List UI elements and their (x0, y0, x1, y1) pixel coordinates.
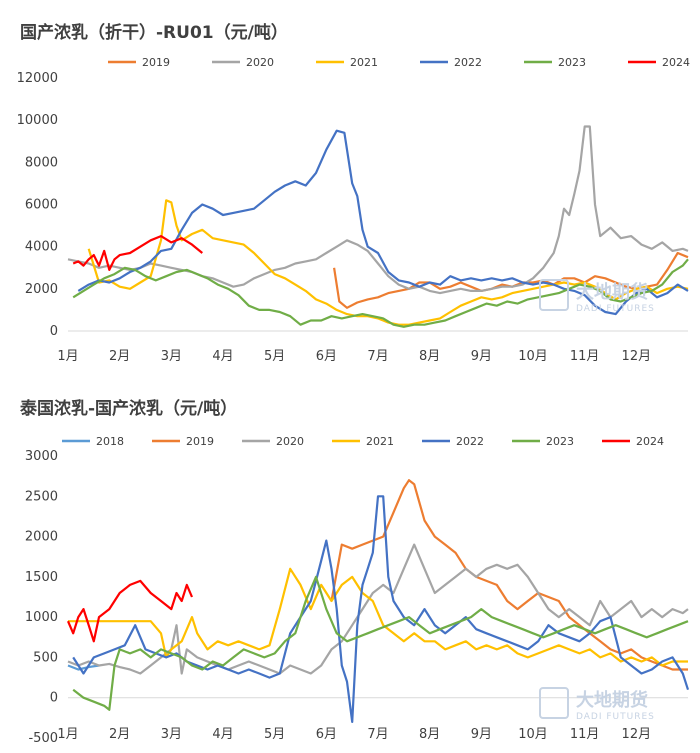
legend-label: 2022 (454, 56, 482, 69)
legend: 2019 2020 2021 2022 2023 2024 (108, 56, 690, 69)
x-tick-label: 2月 (109, 349, 130, 364)
x-tick-label: 8月 (419, 349, 440, 364)
x-tick-label: 6月 (316, 349, 337, 364)
y-tick-label: 0 (50, 691, 58, 706)
x-tick-label: 3月 (161, 727, 182, 742)
chart-ru01-spread: 国产浓乳（折干）-RU01（元/吨） 2019 2020 2021 2022 2023 2… (17, 22, 690, 364)
y-tick-label: 2000 (25, 282, 58, 297)
legend-item-2019: 2019 (152, 435, 214, 448)
x-tick-label: 4月 (212, 349, 233, 364)
plot-area (66, 479, 690, 723)
legend-item-2020: 2020 (212, 56, 274, 69)
x-axis: 1月 2月 3月 4月 5月 6月 7月 8月 9月 10月 11月 12月 (57, 727, 651, 742)
x-tick-label: 11月 (570, 727, 600, 742)
x-tick-label: 2月 (109, 727, 130, 742)
y-tick-label: 10000 (17, 113, 58, 128)
x-axis: 1月 2月 3月 4月 5月 6月 7月 8月 9月 10月 11月 12月 (57, 349, 651, 364)
y-tick-label: 8000 (25, 155, 58, 170)
x-tick-label: 10月 (518, 727, 548, 742)
chart-title: 泰国浓乳-国产浓乳（元/吨） (20, 398, 237, 419)
x-tick-label: 10月 (518, 349, 548, 364)
x-tick-label: 12月 (622, 727, 652, 742)
y-tick-label: 2000 (25, 530, 58, 545)
x-tick-label: 1月 (57, 349, 78, 364)
legend-label: 2019 (186, 435, 214, 448)
legend-item-2021: 2021 (332, 435, 394, 448)
watermark-icon (539, 279, 569, 311)
series-line-2023 (72, 258, 689, 328)
x-tick-label: 12月 (622, 349, 652, 364)
y-tick-label: 4000 (25, 240, 58, 255)
x-tick-label: 9月 (471, 349, 492, 364)
series-line-2020 (67, 125, 689, 295)
series-line-2024 (72, 235, 203, 271)
series-line-2018 (67, 664, 100, 671)
watermark-text-en: DADI FUTURES (576, 304, 655, 314)
legend-item-2022: 2022 (420, 56, 482, 69)
y-tick-label: 6000 (25, 198, 58, 213)
legend-label: 2020 (246, 56, 274, 69)
legend-label: 2021 (366, 435, 394, 448)
legend-label: 2023 (558, 56, 586, 69)
y-tick-label: -500 (28, 731, 58, 746)
y-tick-label: 0 (50, 324, 58, 339)
legend-label: 2020 (276, 435, 304, 448)
plot-area (67, 125, 689, 328)
series-line-2023 (72, 575, 689, 711)
y-tick-label: 2500 (25, 489, 58, 504)
y-tick-label: 1000 (25, 610, 58, 625)
legend-item-2022: 2022 (422, 435, 484, 448)
x-tick-label: 5月 (264, 349, 285, 364)
x-tick-label: 3月 (161, 349, 182, 364)
x-tick-label: 9月 (471, 727, 492, 742)
y-tick-label: 1500 (25, 570, 58, 585)
y-tick-label: 3000 (25, 449, 58, 464)
legend-label: 2021 (350, 56, 378, 69)
legend-item-2023: 2023 (512, 435, 574, 448)
x-tick-label: 1月 (57, 727, 78, 742)
chart-thai-vs-domestic: 泰国浓乳-国产浓乳（元/吨） 2018 2019 2020 2021 2022 2023 2… (20, 398, 690, 746)
x-tick-label: 6月 (316, 727, 337, 742)
watermark-text-cn: 大地期货 (576, 281, 648, 303)
legend-label: 2022 (456, 435, 484, 448)
legend: 2018 2019 2020 2021 2022 2023 2024 (62, 435, 664, 448)
series-line-2021 (68, 567, 688, 667)
legend-item-2021: 2021 (316, 56, 378, 69)
watermark-text-cn: 大地期货 (576, 689, 648, 711)
legend-item-2023: 2023 (524, 56, 586, 69)
x-tick-label: 8月 (419, 727, 440, 742)
chart-title: 国产浓乳（折干）-RU01（元/吨） (20, 22, 288, 43)
legend-item-2024: 2024 (628, 56, 690, 69)
series-line-2024 (66, 579, 194, 643)
x-tick-label: 11月 (570, 349, 600, 364)
legend-label: 2018 (96, 435, 124, 448)
x-tick-label: 7月 (367, 727, 388, 742)
x-tick-label: 5月 (264, 727, 285, 742)
watermark-text-en: DADI FUTURES (576, 712, 655, 722)
legend-item-2024: 2024 (602, 435, 664, 448)
legend-label: 2024 (662, 56, 690, 69)
series-line-2019 (330, 479, 688, 671)
legend-label: 2019 (142, 56, 170, 69)
legend-item-2018: 2018 (62, 435, 124, 448)
legend-item-2020: 2020 (242, 435, 304, 448)
legend-item-2019: 2019 (108, 56, 170, 69)
legend-label: 2023 (546, 435, 574, 448)
y-axis: 0 2000 4000 6000 8000 10000 12000 (17, 71, 688, 339)
series-line-2022 (77, 129, 689, 316)
y-tick-label: 12000 (17, 71, 58, 86)
x-tick-label: 7月 (367, 349, 388, 364)
legend-label: 2024 (636, 435, 664, 448)
watermark-icon (539, 687, 569, 719)
series-line-2020 (67, 543, 689, 675)
x-tick-label: 4月 (212, 727, 233, 742)
y-axis: -500 0 500 1000 1500 2000 2500 3000 (25, 449, 688, 746)
y-tick-label: 500 (33, 650, 58, 665)
